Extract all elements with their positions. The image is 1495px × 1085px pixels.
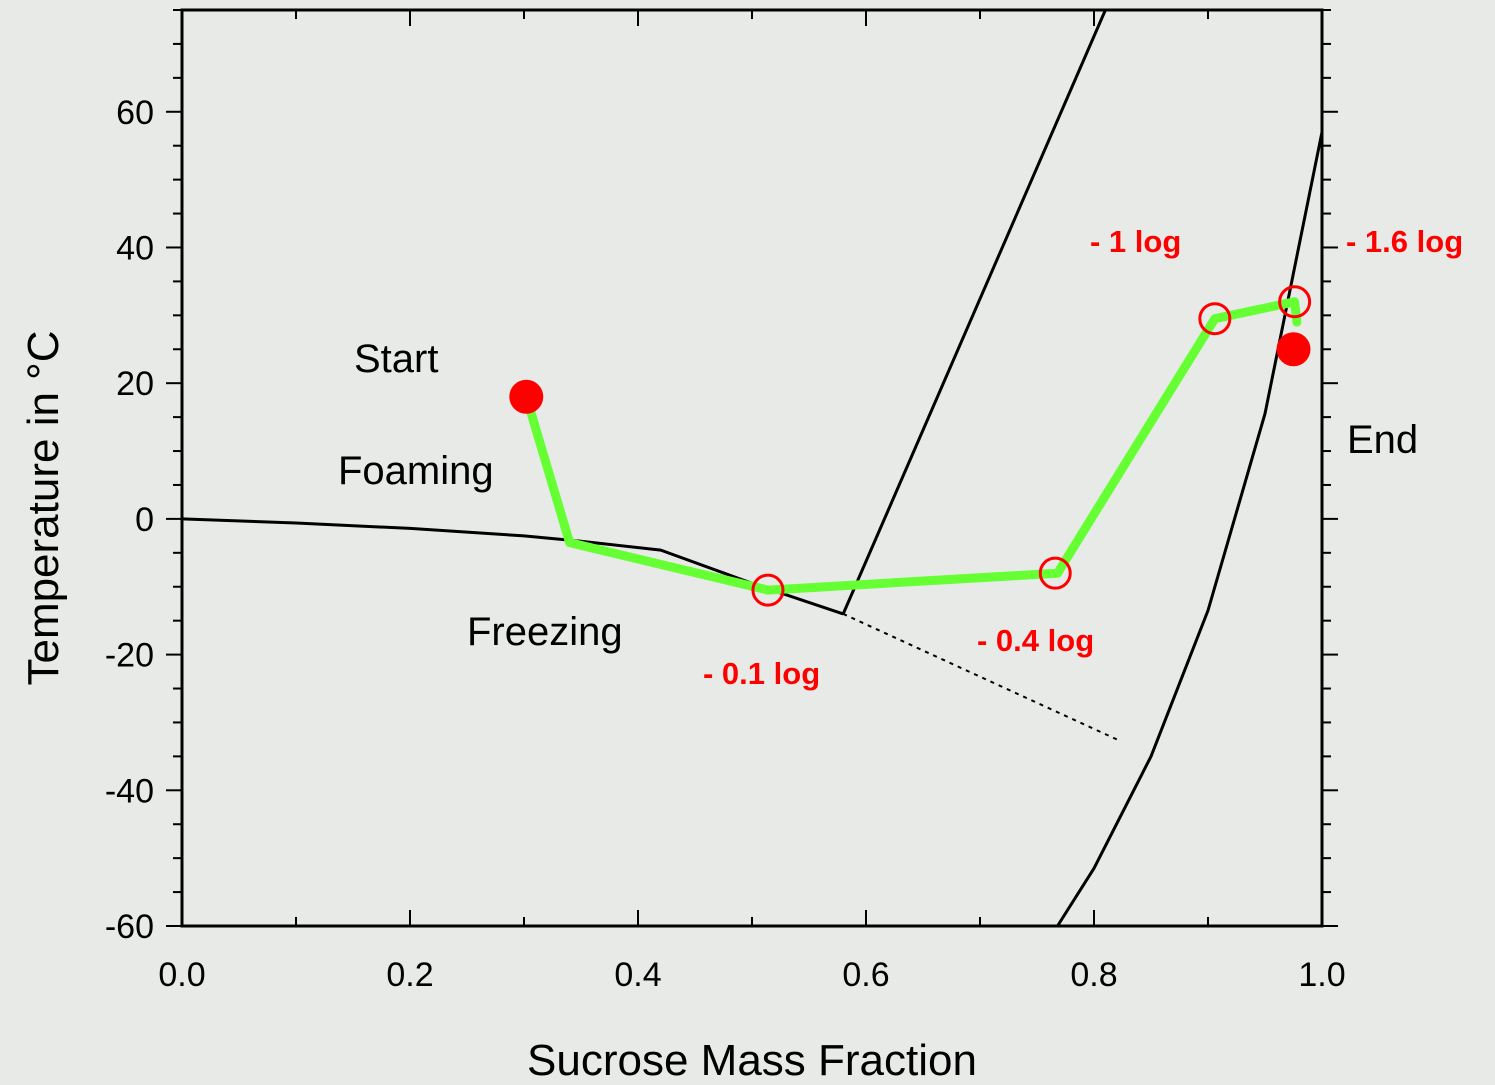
solubility-curve	[841, 9, 1107, 615]
log-reduction-label-1: - 0.4 log	[977, 623, 1094, 658]
process-path-line-0	[521, 297, 1302, 595]
start-label: Start	[354, 337, 438, 381]
x-axis-title: Sucrose Mass Fraction	[527, 1036, 977, 1085]
filled-marker-0	[509, 379, 544, 414]
axis-ticks: 0.0 0.2 0.4 0.6 0.8 1.0 -60 -40 -20 0 20 40 60	[105, 9, 1346, 994]
log-reduction-label-3: - 1.6 log	[1346, 224, 1463, 259]
end-label: End	[1347, 418, 1418, 462]
process-path	[521, 297, 1302, 595]
glass-transition-curve	[1056, 131, 1324, 927]
x-tick-label: 0.4	[614, 956, 661, 994]
filled-marker-1	[1276, 332, 1311, 367]
x-tick-label: 0.2	[386, 956, 433, 994]
y-tick-label: 40	[116, 229, 154, 267]
x-tick-label: 0.6	[842, 956, 889, 994]
log-reduction-label-2: - 1 log	[1090, 224, 1181, 259]
markers	[509, 285, 1312, 607]
y-tick-label: 0	[135, 501, 154, 539]
y-tick-label: -40	[105, 772, 154, 810]
freezing-label: Freezing	[467, 610, 623, 654]
x-tick-label: 1.0	[1298, 956, 1345, 994]
freezing-curve	[181, 517, 844, 616]
y-tick-label: -60	[105, 908, 154, 946]
y-tick-label: -20	[105, 637, 154, 675]
y-tick-label: 20	[116, 365, 154, 403]
log-reduction-label-0: - 0.1 log	[703, 656, 820, 691]
x-tick-label: 0.0	[158, 956, 205, 994]
open-marker-2	[1198, 302, 1232, 336]
open-marker-0	[751, 573, 785, 607]
phase-curves	[181, 9, 1324, 927]
open-marker-1	[1038, 556, 1072, 590]
y-axis-title: Temperature in °C	[19, 330, 68, 685]
foaming-label: Foaming	[338, 449, 494, 493]
y-tick-label: 60	[116, 94, 154, 132]
x-tick-label: 0.8	[1070, 956, 1117, 994]
open-marker-3	[1278, 285, 1312, 319]
